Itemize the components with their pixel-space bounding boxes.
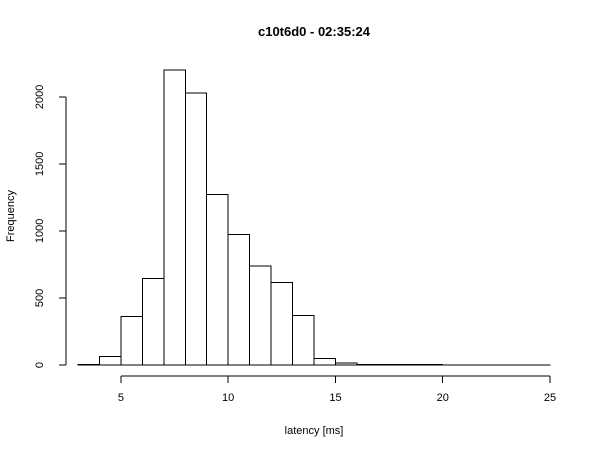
y-tick-label: 2000 [34, 85, 46, 109]
y-tick-label: 500 [34, 289, 46, 307]
histogram-bar [141, 278, 165, 366]
histogram-bar [184, 92, 208, 366]
histogram-bar [270, 282, 294, 366]
y-tick-label: 1000 [34, 219, 46, 243]
x-tick-label: 25 [544, 392, 556, 404]
x-tick-label: 15 [329, 392, 341, 404]
histogram-bar [120, 316, 143, 366]
x-tick-label: 5 [118, 392, 124, 404]
x-tick-label: 10 [222, 392, 234, 404]
histogram-bar [227, 233, 251, 366]
y-tick-label: 0 [34, 362, 46, 368]
histogram-bar [313, 357, 336, 366]
x-axis: 5 10 15 20 25 [118, 375, 556, 404]
y-tick-label: 1500 [34, 152, 46, 176]
histogram-bar [163, 69, 186, 366]
histogram-bar [77, 363, 100, 366]
chart-title: c10t6d0 - 02:35:24 [258, 24, 371, 39]
y-axis: 0 500 1000 1500 2000 [34, 85, 67, 368]
y-axis-label: Frequency [5, 190, 17, 242]
histogram-bar [356, 363, 379, 366]
histogram-bar [292, 314, 315, 366]
x-tick-label: 20 [437, 392, 449, 404]
histogram-bar [98, 355, 122, 366]
histogram-bars [77, 69, 551, 366]
histogram-bar [249, 265, 272, 366]
histogram-bar [206, 194, 229, 366]
histogram-bar [334, 362, 358, 366]
x-axis-label: latency [ms] [285, 425, 344, 437]
